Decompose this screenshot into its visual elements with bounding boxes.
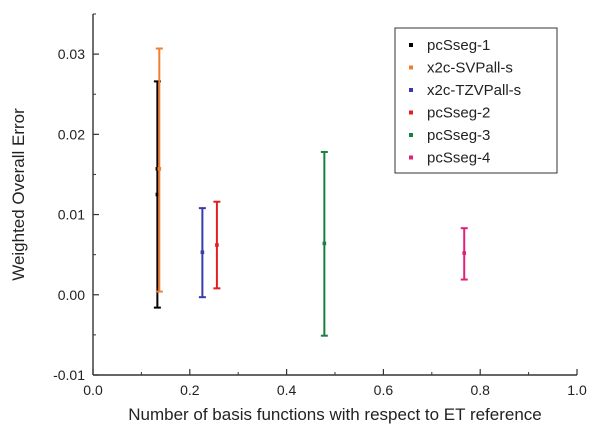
legend-box [394,27,558,174]
legend-label: pcSseg-2 [427,105,490,122]
data-point [462,251,467,255]
legend-marker [409,43,413,47]
x-tick-label: 0.0 [83,382,103,398]
legend-marker [409,110,413,115]
legend-label: pcSseg-1 [427,37,490,54]
x-tick-label: 0.4 [277,382,297,398]
x-tick-label: 0.6 [374,382,394,398]
data-point [155,167,160,171]
legend-label: x2c-SVPall-s [427,60,513,77]
data-point [157,167,162,171]
x-axis-label: Number of basis functions with respect t… [128,405,542,424]
series-pcSseg-2 [213,200,221,290]
series-pcSseg-4 [460,227,468,281]
y-tick-label: -0.01 [53,367,85,383]
chart-marks [153,47,468,337]
legend-label: x2c-TZVPall-s [427,82,521,99]
y-tick-label: 0.00 [58,287,85,303]
axes: 0.0 0.2 0.4 0.6 0.8 1.0 -0.01 0.00 0.01 0.02 0.03 [53,13,587,398]
legend: pcSseg-1 x2c-SVPall-s x2c-TZVPall-s pcSseg-… [394,27,558,174]
y-tick-label: 0.02 [58,126,85,142]
legend-label: pcSseg-4 [427,150,490,167]
y-tick-label: 0.01 [58,207,85,223]
data-point [322,241,327,246]
legend-marker [409,155,413,160]
x-tick-label: 1.0 [567,382,587,398]
x-tick-label: 0.2 [180,382,200,398]
data-point [155,192,160,197]
y-axis-label: Weighted Overall Error [9,108,28,281]
legend-marker [409,65,413,70]
y-tick-label: 0.03 [58,46,85,62]
series-x2c-SVPall-s [155,47,163,293]
data-point [200,250,205,255]
legend-marker [409,88,413,92]
x-tick-label: 0.8 [470,382,490,398]
series-pcSseg-3 [320,150,328,337]
data-point [215,243,219,247]
series-x2c-TZVPall-s [198,207,206,299]
legend-marker [409,133,413,137]
legend-label: pcSseg-3 [427,127,490,144]
